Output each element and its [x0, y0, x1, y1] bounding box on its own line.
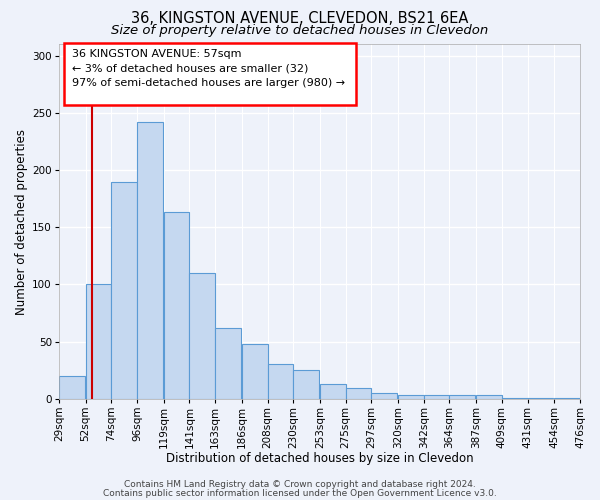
- Bar: [112, 182, 137, 399]
- Bar: [554, 398, 580, 399]
- Y-axis label: Number of detached properties: Number of detached properties: [15, 128, 28, 314]
- Bar: [398, 396, 424, 399]
- Bar: [86, 284, 112, 399]
- Text: Contains HM Land Registry data © Crown copyright and database right 2024.: Contains HM Land Registry data © Crown c…: [124, 480, 476, 489]
- Text: 36 KINGSTON AVENUE: 57sqm
← 3% of detached houses are smaller (32)
97% of semi-d: 36 KINGSTON AVENUE: 57sqm ← 3% of detach…: [72, 49, 345, 88]
- Bar: [268, 364, 293, 399]
- Bar: [164, 212, 190, 399]
- Bar: [293, 370, 319, 399]
- Bar: [320, 384, 346, 399]
- Bar: [449, 396, 475, 399]
- Bar: [137, 122, 163, 399]
- Bar: [476, 396, 502, 399]
- Bar: [527, 398, 553, 399]
- Bar: [424, 396, 449, 399]
- Text: Size of property relative to detached houses in Clevedon: Size of property relative to detached ho…: [112, 24, 488, 37]
- Bar: [242, 344, 268, 399]
- Bar: [346, 388, 371, 399]
- Text: 36, KINGSTON AVENUE, CLEVEDON, BS21 6EA: 36, KINGSTON AVENUE, CLEVEDON, BS21 6EA: [131, 11, 469, 26]
- Bar: [59, 376, 85, 399]
- Bar: [64, 42, 356, 104]
- Bar: [371, 393, 397, 399]
- X-axis label: Distribution of detached houses by size in Clevedon: Distribution of detached houses by size …: [166, 452, 473, 465]
- Bar: [190, 273, 215, 399]
- Text: Contains public sector information licensed under the Open Government Licence v3: Contains public sector information licen…: [103, 488, 497, 498]
- Bar: [215, 328, 241, 399]
- Bar: [502, 398, 527, 399]
